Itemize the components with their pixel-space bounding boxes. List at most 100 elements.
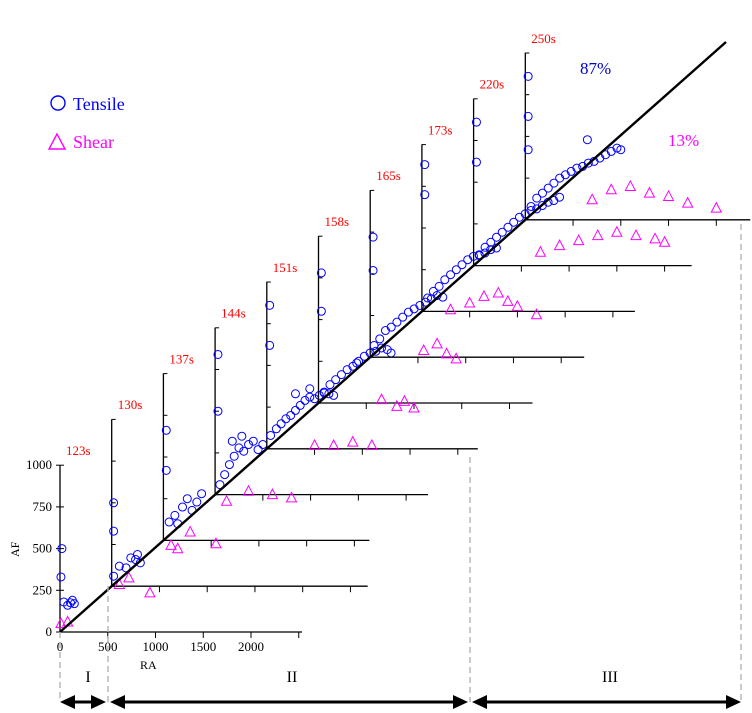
tensile-point — [497, 227, 507, 237]
tensile-point — [375, 334, 385, 344]
tensile-point — [583, 158, 593, 168]
stage-layer: I II III — [59, 224, 742, 709]
tensile-point — [420, 160, 430, 170]
shear-point — [242, 484, 255, 496]
shear-point — [327, 438, 340, 450]
tensile-point — [434, 281, 444, 291]
tensile-point — [234, 443, 244, 453]
tensile-point — [178, 502, 187, 512]
panel-time-label: 220s — [480, 77, 505, 92]
tensile-point — [486, 245, 496, 255]
panel-time-label: 158s — [325, 214, 350, 229]
tensile-point — [523, 111, 533, 121]
tensile-point — [164, 517, 174, 527]
shear-point — [605, 183, 618, 195]
tensile-point — [265, 340, 275, 350]
shear-point — [502, 294, 514, 306]
panel-220s: 220s — [471, 77, 692, 272]
shear-point — [710, 201, 723, 213]
panel-time-label: 144s — [221, 306, 246, 321]
y-tick-label: 750 — [33, 499, 53, 514]
tensile-point — [440, 275, 450, 285]
legend-tensile-marker — [50, 95, 66, 111]
tensile-point — [336, 370, 346, 380]
shear-point — [511, 299, 524, 311]
tensile-point — [239, 446, 249, 456]
tensile-point — [423, 293, 433, 303]
stage-label-I: I — [85, 669, 90, 686]
shear-point — [444, 303, 457, 315]
legend-shear-marker — [47, 132, 67, 150]
x-tick-label: 1500 — [190, 639, 216, 654]
y-tick-label: 500 — [33, 541, 53, 556]
x-axis-title: RA — [140, 658, 157, 672]
tensile-point — [290, 405, 300, 415]
tensile-point — [352, 358, 362, 368]
stage-arrow-head-right — [453, 695, 468, 709]
tensile-point — [229, 451, 239, 461]
tensile-point — [227, 436, 237, 446]
shear-point — [662, 189, 675, 201]
tensile-point — [549, 178, 559, 188]
panel-165s: 165s — [368, 168, 585, 364]
tensile-point — [63, 600, 73, 610]
tensile-point — [290, 389, 300, 399]
tensile-point — [428, 286, 438, 296]
y-tick-label: 0 — [46, 624, 53, 639]
panel-130s: 130s — [109, 397, 368, 598]
tensile-point — [386, 322, 396, 332]
tensile-point — [271, 424, 281, 434]
panel-time-label: 137s — [169, 351, 194, 366]
shear-point — [346, 435, 359, 447]
tensile-point — [215, 480, 225, 490]
shear-point — [681, 196, 694, 208]
shear-point — [220, 494, 233, 506]
tensile-point — [616, 145, 626, 155]
y-axis-title: AF — [8, 541, 22, 557]
tensile-point — [457, 260, 467, 270]
y-tick-label: 1000 — [26, 457, 52, 472]
stage-arrow-head-right — [91, 695, 106, 709]
tensile-point — [248, 436, 258, 446]
tensile-point — [471, 157, 481, 167]
stage-arrow-head-left — [110, 695, 125, 709]
x-tick-label: 1000 — [143, 639, 169, 654]
shear-point — [630, 229, 642, 241]
tensile-point — [572, 163, 582, 173]
shear-point — [375, 393, 388, 405]
panel-time-label: 130s — [118, 397, 143, 412]
tensile-point — [132, 550, 142, 560]
shear-point — [586, 193, 598, 205]
tensile-point — [213, 406, 223, 416]
shear-point — [478, 289, 490, 301]
tensile-point — [121, 563, 131, 573]
panel-time-label: 165s — [376, 168, 401, 183]
tensile-point — [213, 349, 223, 359]
tensile-point — [582, 135, 592, 145]
shear-point — [530, 308, 543, 320]
tensile-percentage: 87% — [580, 59, 611, 78]
panel-time-label: 250s — [531, 31, 556, 46]
shear-percentage: 13% — [668, 131, 699, 150]
tensile-point — [237, 431, 247, 441]
tensile-point — [66, 598, 76, 608]
shear-point — [611, 225, 623, 237]
tensile-point — [109, 571, 119, 581]
shear-point — [649, 232, 661, 244]
tensile-point — [314, 390, 324, 400]
tensile-point — [57, 544, 67, 554]
tensile-point — [253, 445, 263, 455]
tensile-point — [114, 561, 124, 571]
shear-point — [210, 537, 222, 549]
tensile-point — [286, 410, 296, 420]
tensile-point — [369, 341, 379, 351]
panel-158s: 158s — [316, 214, 533, 413]
panel-123s: 123s — [55, 443, 302, 638]
tensile-point — [523, 71, 533, 81]
shear-point — [285, 491, 298, 503]
stage-arrow-head-left — [472, 695, 487, 709]
tensile-point — [509, 217, 519, 227]
shear-point — [553, 239, 566, 251]
tensile-point — [220, 470, 230, 480]
